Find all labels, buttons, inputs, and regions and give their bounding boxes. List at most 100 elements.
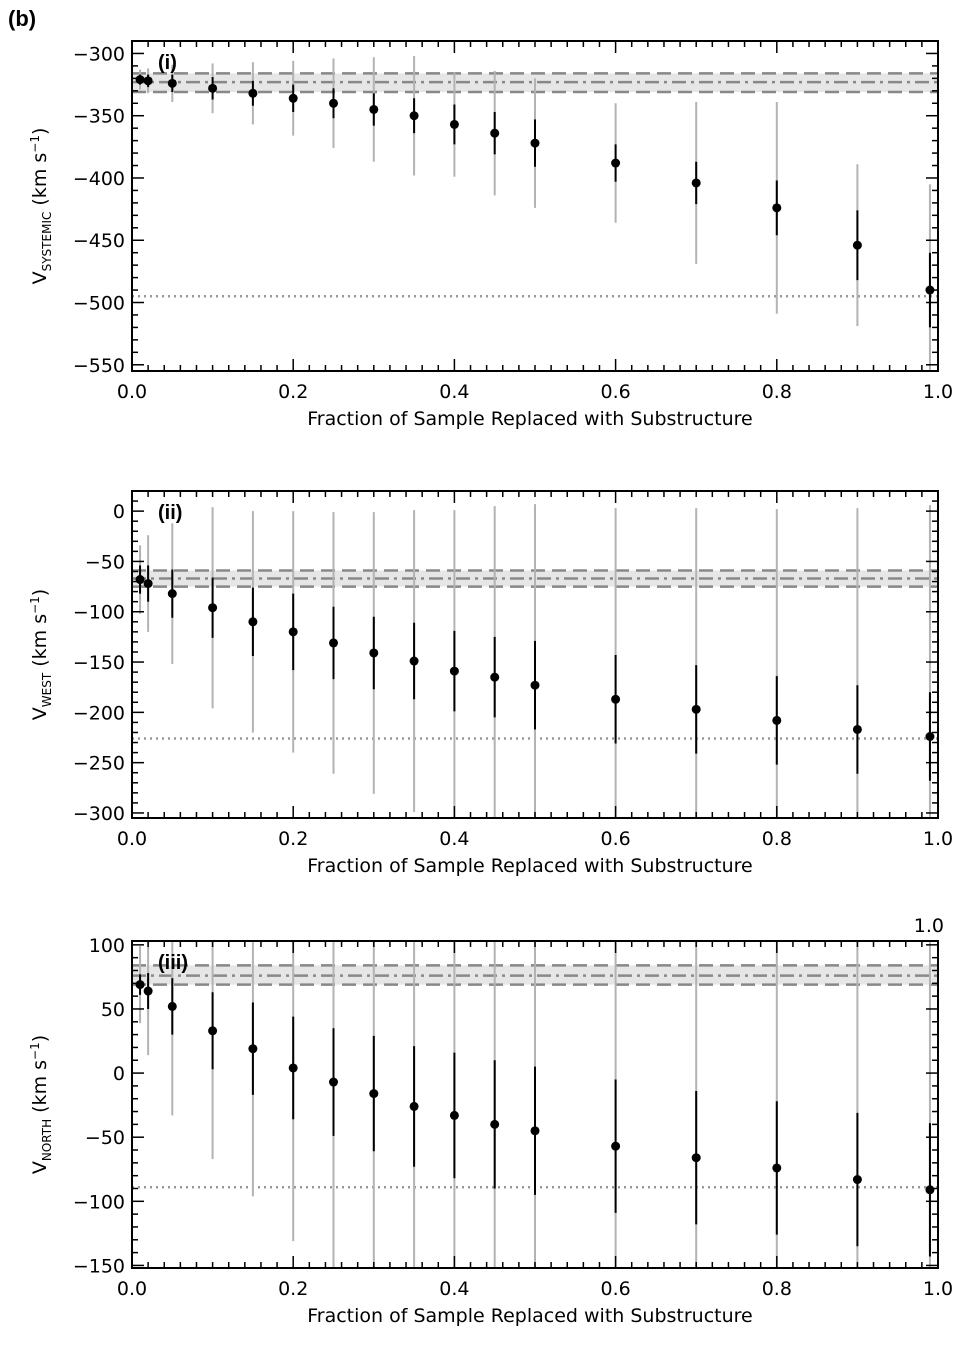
- x-tick-label: 0.6: [600, 381, 630, 403]
- x-axis-title: Fraction of Sample Replaced with Substru…: [307, 1305, 753, 1327]
- data-point: [208, 1026, 218, 1036]
- y-axis-title: VSYSTEMIC (km s−1): [28, 128, 54, 285]
- x-tick-label: 0.4: [439, 828, 469, 850]
- data-point: [208, 83, 218, 93]
- data-point: [167, 589, 177, 599]
- data-point: [852, 724, 862, 734]
- x-tick-label: 0.2: [278, 381, 308, 403]
- data-point: [611, 694, 621, 704]
- y-axis-title-superscript: −1: [28, 135, 42, 153]
- x-tick-label: 0.0: [117, 1278, 147, 1300]
- y-tick-label: −350: [73, 106, 125, 128]
- data-point: [135, 575, 145, 585]
- y-tick-label: −250: [73, 753, 125, 775]
- data-point: [772, 203, 782, 213]
- data-point: [490, 1119, 500, 1129]
- data-point: [530, 680, 540, 690]
- y-axis-title-superscript: −1: [28, 596, 42, 614]
- data-point: [167, 78, 177, 88]
- y-tick-label: −450: [73, 230, 125, 252]
- y-tick-label: −500: [73, 293, 125, 315]
- y-axis-title-unit: (km s: [29, 614, 51, 673]
- y-tick-label: −550: [73, 355, 125, 377]
- data-point: [490, 128, 500, 138]
- y-tick-label: −200: [73, 702, 125, 724]
- data-point: [369, 648, 379, 658]
- x-tick-label: 0.0: [117, 828, 147, 850]
- data-point: [409, 111, 419, 121]
- y-axis-title-unit: (km s: [29, 153, 51, 212]
- data-point: [691, 704, 701, 714]
- data-point: [772, 1163, 782, 1173]
- y-tick-label: −150: [73, 652, 125, 674]
- y-axis-title-subscript: NORTH: [40, 1119, 54, 1161]
- x-tick-label: 0.0: [117, 381, 147, 403]
- y-tick-label: 0: [113, 1063, 125, 1085]
- data-point: [449, 1110, 459, 1120]
- x-tick-label: 0.4: [439, 1278, 469, 1300]
- data-point: [288, 627, 298, 637]
- y-axis-title-unit-close: ): [29, 589, 51, 596]
- data-point: [369, 104, 379, 114]
- x-axis-title: Fraction of Sample Replaced with Substru…: [307, 855, 753, 877]
- y-axis-title-superscript: −1: [28, 1042, 42, 1060]
- data-point: [143, 76, 153, 86]
- y-axis-title-unit: (km s: [29, 1060, 51, 1119]
- y-tick-label: −50: [85, 551, 125, 573]
- x-tick-label: 1.0: [923, 828, 953, 850]
- data-point: [329, 1077, 338, 1087]
- data-point: [449, 119, 459, 129]
- x-tick-label: 0.4: [439, 381, 469, 403]
- y-axis-title: VWEST (km s−1): [28, 589, 54, 720]
- y-axis-title-unit-close: ): [29, 1035, 51, 1042]
- y-axis-title-subscript: WEST: [40, 672, 54, 707]
- panel-label: (iii): [158, 952, 188, 974]
- data-point: [691, 1153, 701, 1163]
- y-tick-label: −400: [73, 168, 125, 190]
- data-point: [208, 603, 218, 613]
- data-point: [530, 1126, 540, 1136]
- y-tick-label: −50: [85, 1127, 125, 1149]
- x-axis-title: Fraction of Sample Replaced with Substru…: [307, 408, 753, 430]
- y-axis-title-main: V: [29, 707, 51, 720]
- data-point: [852, 1175, 862, 1185]
- panel-north: 0.0 0.2 0.4 0.6 0.8 1.0 100 50 0 −50 −100 −150 (iii)…: [28, 935, 953, 1327]
- y-axis-title-main: V: [29, 271, 51, 284]
- y-tick-label: −300: [73, 803, 125, 825]
- y-tick-label: −300: [73, 43, 125, 65]
- data-point: [135, 75, 145, 85]
- x-tick-label: 1.0: [923, 381, 953, 403]
- data-point: [248, 88, 258, 98]
- figure-label: (b): [8, 6, 36, 31]
- data-point: [490, 672, 500, 682]
- y-tick-label: −100: [73, 602, 125, 624]
- panel-west: 0.0 0.2 0.4 0.6 0.8 1.0 0 −50 −100 −150 −200 −250 −3…: [28, 490, 953, 877]
- data-point: [135, 980, 145, 990]
- panel-label: (i): [158, 52, 177, 74]
- data-point: [852, 240, 862, 250]
- x-tick-label: 0.8: [762, 828, 792, 850]
- y-axis-title: VNORTH (km s−1): [28, 1035, 54, 1174]
- data-point: [449, 666, 459, 676]
- data-point: [288, 1063, 298, 1073]
- y-tick-label: −100: [73, 1191, 125, 1213]
- data-point: [611, 158, 621, 168]
- y-tick-label: 100: [89, 935, 125, 957]
- data-point: [925, 1185, 935, 1195]
- y-axis-title-unit-close: ): [29, 128, 51, 135]
- data-point: [691, 178, 701, 188]
- data-point: [369, 1089, 379, 1099]
- data-point: [530, 138, 540, 148]
- data-point: [288, 93, 298, 103]
- corner-note: 1.0: [914, 915, 944, 937]
- panel-systemic: 0.0 0.2 0.4 0.6 0.8 1.0 −300 −350 −400 −450 −500 −5…: [28, 40, 953, 430]
- x-tick-label: 0.8: [762, 381, 792, 403]
- x-tick-label: 1.0: [923, 1278, 953, 1300]
- panel-label: (ii): [158, 502, 182, 524]
- data-point: [329, 638, 338, 648]
- x-tick-label: 0.2: [278, 828, 308, 850]
- data-point: [409, 1101, 419, 1111]
- data-point: [167, 1001, 177, 1011]
- data-point: [143, 579, 153, 589]
